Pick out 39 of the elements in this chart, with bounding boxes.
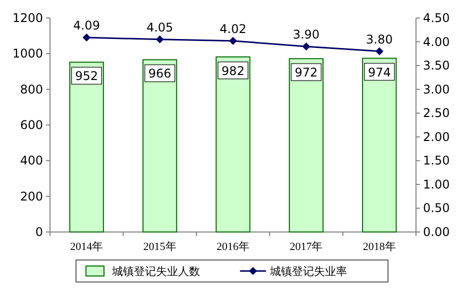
y2-tick-label: 4.50 — [423, 11, 450, 25]
data-label: 972 — [294, 66, 318, 80]
data-label: 966 — [148, 66, 172, 81]
y2-tick-label: 1.00 — [423, 177, 450, 192]
y-tick-label: 800 — [20, 82, 43, 96]
y2-tick-label: 3.00 — [423, 82, 450, 96]
legend-label: 城镇登记失业率 — [269, 265, 347, 278]
y-tick-label: 200 — [20, 189, 43, 204]
data-label: 4.05 — [146, 20, 174, 34]
y-tick-label: 0 — [35, 225, 43, 239]
point — [375, 47, 384, 56]
y-tick-label: 600 — [20, 118, 43, 132]
y2-tick-label: 2.50 — [423, 106, 450, 120]
x-tick-label: 2018年 — [362, 241, 396, 253]
y-tick-label: 1000 — [12, 46, 43, 61]
data-label: 974 — [368, 65, 391, 80]
point — [82, 34, 91, 42]
x-tick-label: 2017年 — [290, 241, 323, 253]
data-label: 982 — [222, 64, 244, 78]
data-label: 4.02 — [220, 22, 246, 36]
y-tick-label: 400 — [20, 154, 43, 168]
data-label: 4.09 — [73, 18, 100, 32]
x-tick-label: 2016年 — [216, 241, 250, 253]
data-label: 952 — [75, 69, 98, 84]
y2-tick-label: 0.00 — [423, 225, 450, 239]
y-tick-label: 1200 — [12, 11, 43, 25]
y2-tick-label: 4.00 — [423, 34, 450, 49]
y2-tick-label: 2.00 — [423, 130, 450, 144]
x-tick-label: 2015年 — [143, 241, 176, 253]
data-label: 3.80 — [366, 32, 393, 46]
point — [302, 42, 310, 51]
y2-tick-label: 3.50 — [423, 58, 450, 73]
y2-tick-label: 0.50 — [423, 201, 450, 216]
point — [229, 36, 237, 45]
point — [156, 35, 164, 44]
legend-label: 城镇登记失业人数 — [111, 265, 200, 278]
x-tick-label: 2014年 — [70, 241, 104, 253]
y2-tick-label: 1.50 — [423, 154, 450, 168]
data-label: 3.90 — [292, 28, 320, 42]
